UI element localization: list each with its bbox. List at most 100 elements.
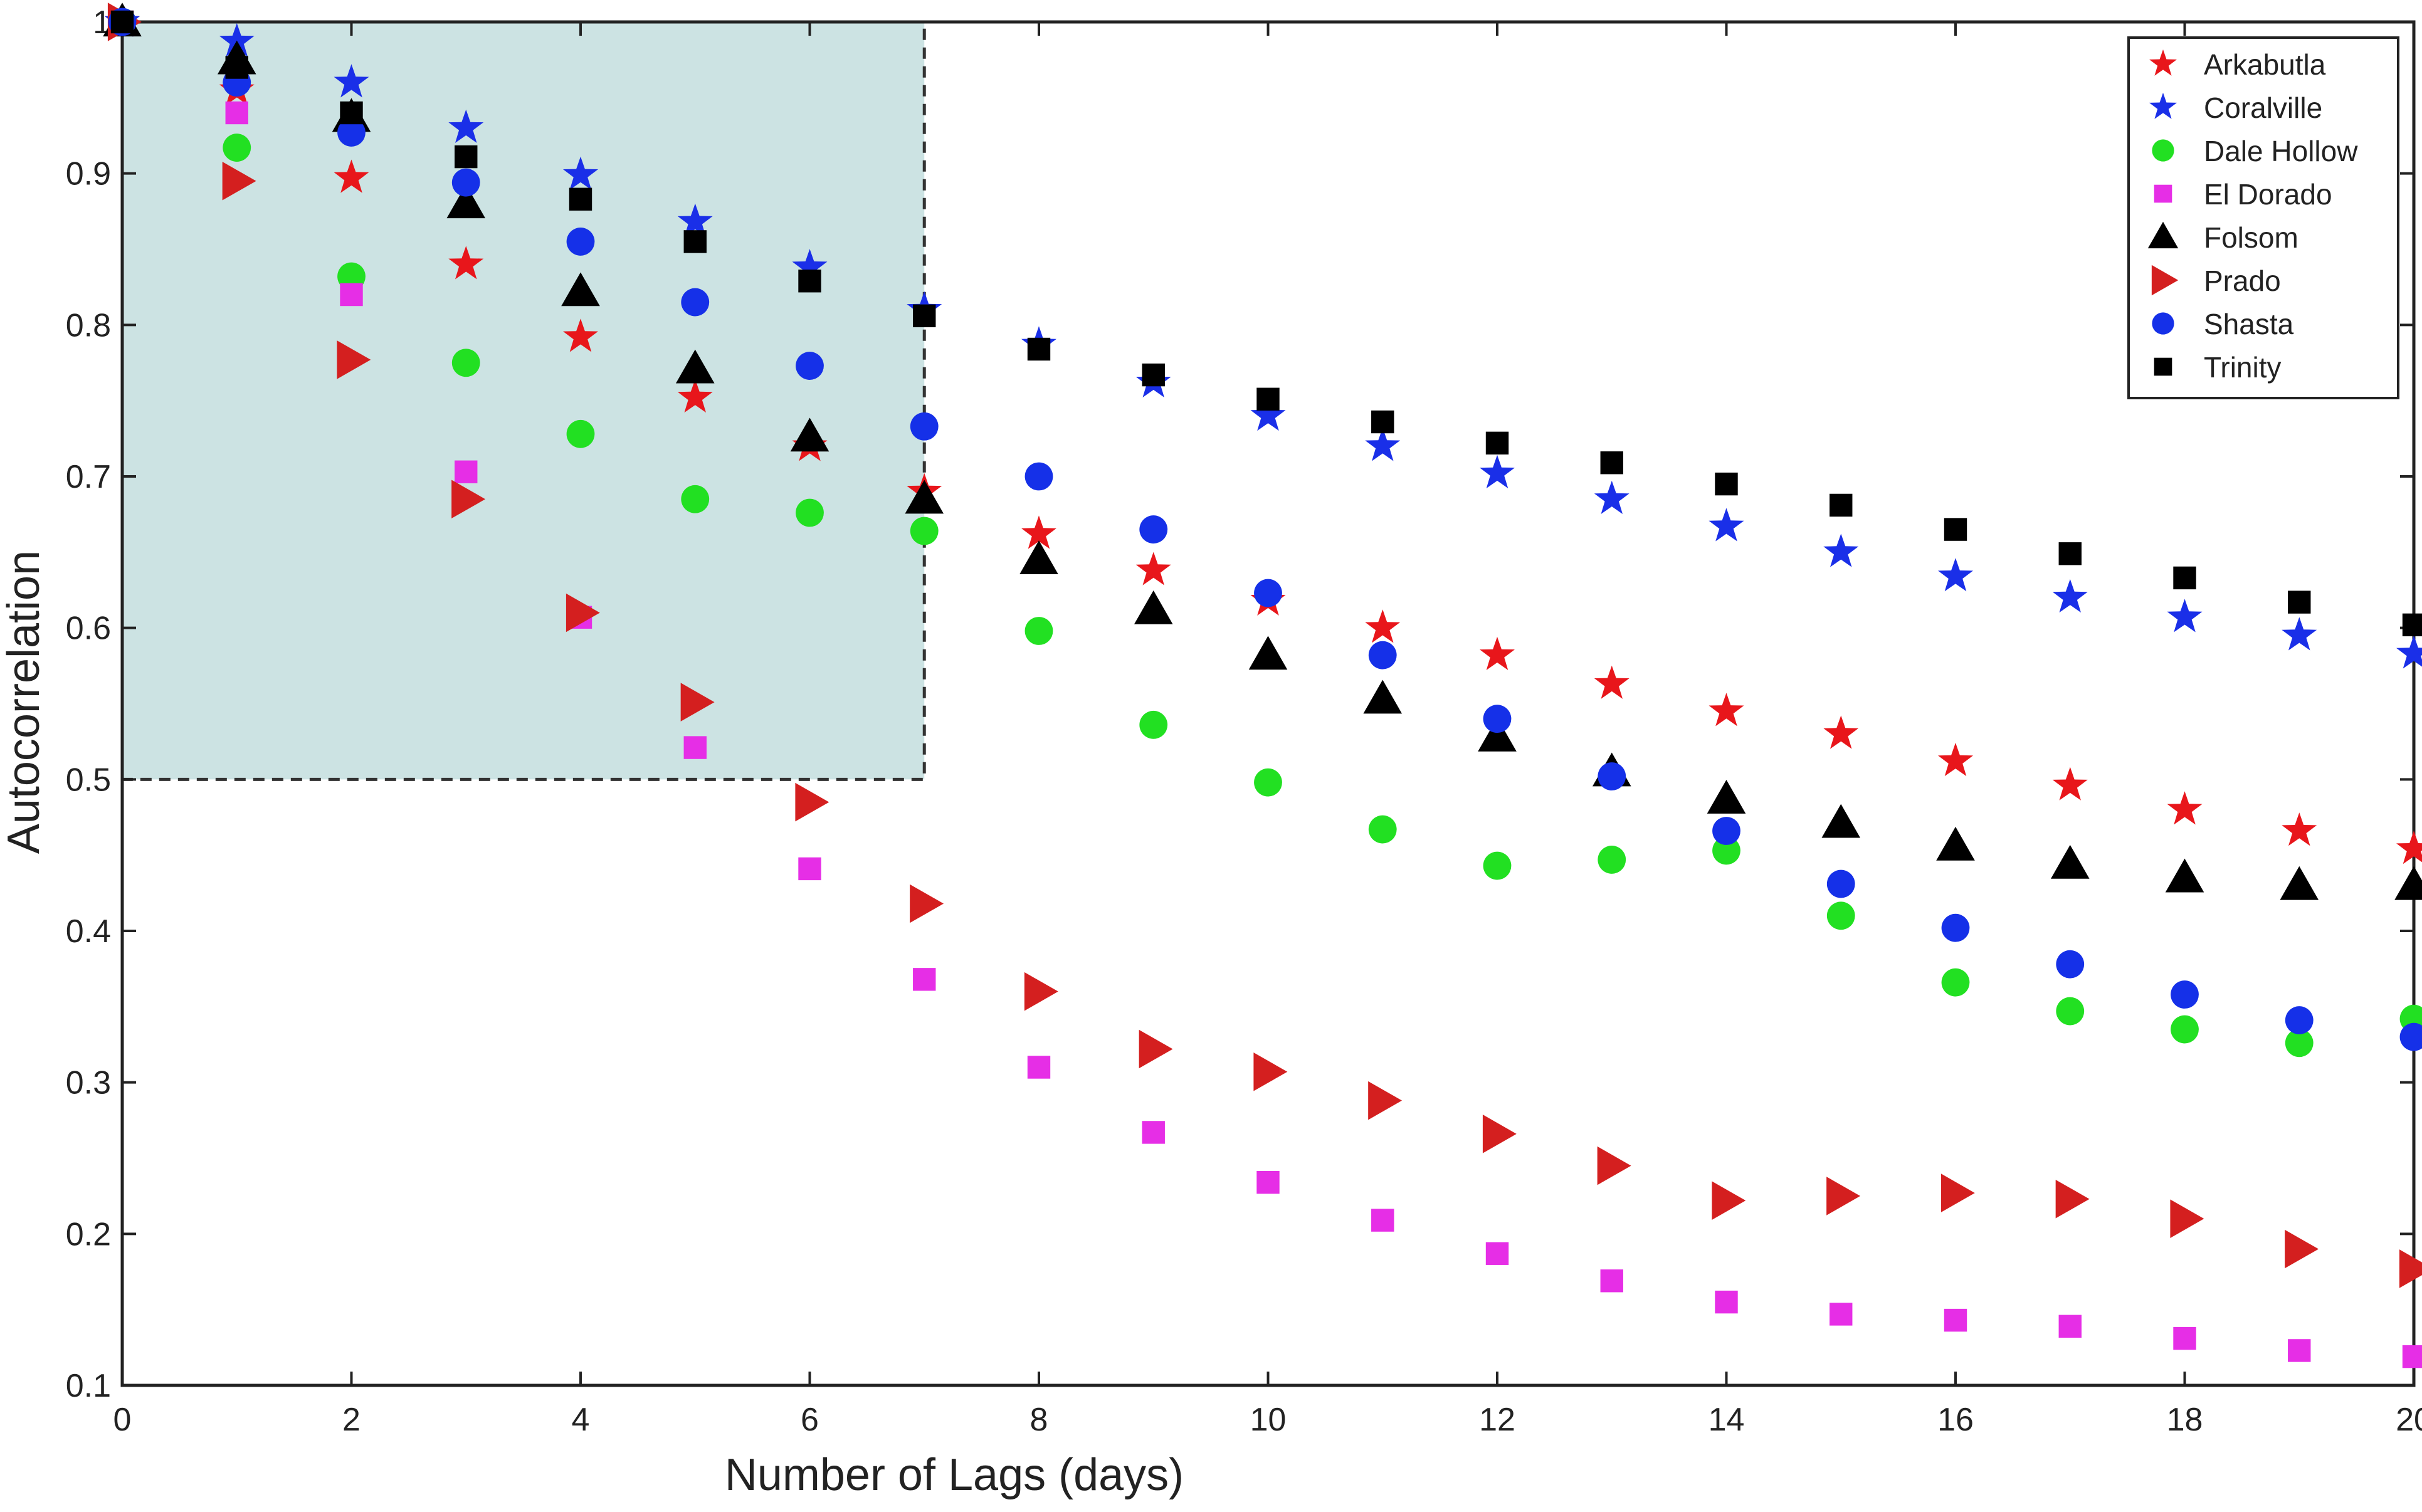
data-point-shasta [1254, 579, 1282, 607]
data-point-folsom [2050, 844, 2090, 879]
x-tick-label: 16 [1937, 1402, 1974, 1438]
data-point-shasta [451, 168, 480, 197]
data-point-shasta [2399, 1022, 2422, 1051]
highlight-region-group [120, 20, 926, 781]
data-point-trinity [1256, 387, 1280, 411]
data-point-arkabutla [1709, 693, 1744, 727]
data-point-folsom [561, 272, 600, 307]
data-point-dale-hollow [2285, 1029, 2314, 1058]
data-point-el-dorado [1142, 1121, 1165, 1144]
data-point-arkabutla [1021, 515, 1056, 549]
data-point-el-dorado [913, 968, 936, 991]
data-point-folsom [2165, 858, 2204, 893]
data-point-trinity [455, 145, 478, 169]
data-point-dale-hollow [223, 134, 251, 162]
data-point-trinity [1944, 518, 1967, 541]
data-point-prado [2285, 1229, 2319, 1269]
data-point-folsom [1019, 540, 1058, 575]
data-point-dale-hollow [566, 419, 595, 448]
data-point-arkabutla [2396, 831, 2422, 864]
data-point-trinity [1027, 337, 1051, 361]
data-point-coralville [334, 64, 369, 98]
data-point-dale-hollow [1941, 968, 1970, 997]
data-point-trinity [2058, 542, 2082, 565]
data-point-arkabutla [1135, 552, 1171, 585]
series-trinity [110, 10, 2422, 637]
data-point-shasta [1483, 705, 1512, 733]
y-tick-label: 0.6 [66, 611, 111, 647]
data-point-prado [566, 593, 600, 633]
data-point-prado [337, 340, 371, 379]
data-point-prado [910, 884, 944, 923]
x-tick-label: 12 [1479, 1402, 1515, 1438]
data-point-shasta [1941, 913, 1970, 942]
data-point-coralville [792, 249, 828, 283]
data-point-coralville [219, 23, 255, 57]
data-point-coralville [2167, 599, 2203, 633]
data-point-trinity [798, 270, 821, 293]
data-point-dale-hollow [1024, 617, 1053, 645]
data-point-coralville [1823, 533, 1859, 567]
data-point-prado [1368, 1081, 1403, 1120]
data-point-el-dorado [2402, 1345, 2422, 1368]
data-point-prado [1253, 1052, 1288, 1091]
x-tick-label: 20 [2396, 1402, 2422, 1438]
data-point-prado [680, 683, 715, 722]
data-point-shasta [910, 412, 939, 441]
data-point-prado [222, 161, 256, 201]
data-point-trinity [2173, 566, 2196, 590]
data-point-el-dorado [683, 736, 707, 759]
data-point-arkabutla [1480, 636, 1515, 670]
y-axis-label: Autocorrelation [0, 550, 49, 854]
data-point-el-dorado [1027, 1056, 1051, 1079]
data-point-dale-hollow [1598, 846, 1626, 874]
data-point-el-dorado [1715, 1290, 1738, 1314]
legend-label-prado: Prado [2204, 265, 2281, 297]
data-point-trinity [1142, 363, 1165, 387]
data-point-el-dorado [225, 101, 248, 125]
legend-box [2127, 36, 2399, 399]
data-point-dale-hollow [796, 498, 824, 527]
data-point-coralville [448, 109, 484, 143]
data-point-arkabutla [1365, 609, 1401, 643]
legend-marker-coralville [2149, 92, 2177, 119]
data-point-dale-hollow [910, 517, 939, 545]
legend-marker-arkabutla [2149, 49, 2177, 76]
highlight-region [120, 20, 926, 781]
data-point-folsom [1478, 717, 1517, 752]
data-point-folsom [1363, 680, 1403, 714]
data-point-dale-hollow [1139, 710, 1168, 739]
x-tick-label: 10 [1250, 1402, 1287, 1438]
data-point-shasta [1024, 462, 1053, 491]
data-point-folsom [1821, 804, 1861, 838]
legend: Arkabutla Coralville Dale Hollow El Dorado F… [2127, 36, 2399, 399]
data-point-dale-hollow [1368, 815, 1397, 844]
legend-label-folsom: Folsom [2204, 221, 2298, 254]
data-point-arkabutla [448, 246, 484, 280]
data-point-shasta [2171, 980, 2199, 1009]
data-point-coralville [1250, 397, 1286, 431]
x-tick-label: 2 [342, 1402, 361, 1438]
data-point-coralville [1365, 428, 1401, 461]
data-point-dale-hollow [451, 349, 480, 377]
data-point-dale-hollow [2171, 1015, 2199, 1044]
data-point-arkabutla [334, 159, 369, 193]
legend-label-arkabutla: Arkabutla [2204, 48, 2326, 81]
legend-marker-shasta [2152, 312, 2174, 335]
data-point-shasta [1712, 817, 1740, 845]
data-point-trinity [340, 101, 363, 125]
data-point-arkabutla [563, 318, 598, 352]
data-point-arkabutla [1823, 715, 1859, 749]
data-point-trinity [225, 56, 248, 79]
data-point-prado [1024, 972, 1058, 1011]
data-point-el-dorado [2288, 1339, 2311, 1362]
data-point-dale-hollow [681, 485, 710, 513]
series-group [103, 3, 2422, 1368]
data-point-el-dorado [1371, 1209, 1394, 1232]
data-point-trinity [683, 230, 707, 253]
data-point-dale-hollow [1254, 768, 1282, 797]
data-point-coralville [563, 156, 598, 190]
legend-marker-prado [2151, 265, 2179, 296]
